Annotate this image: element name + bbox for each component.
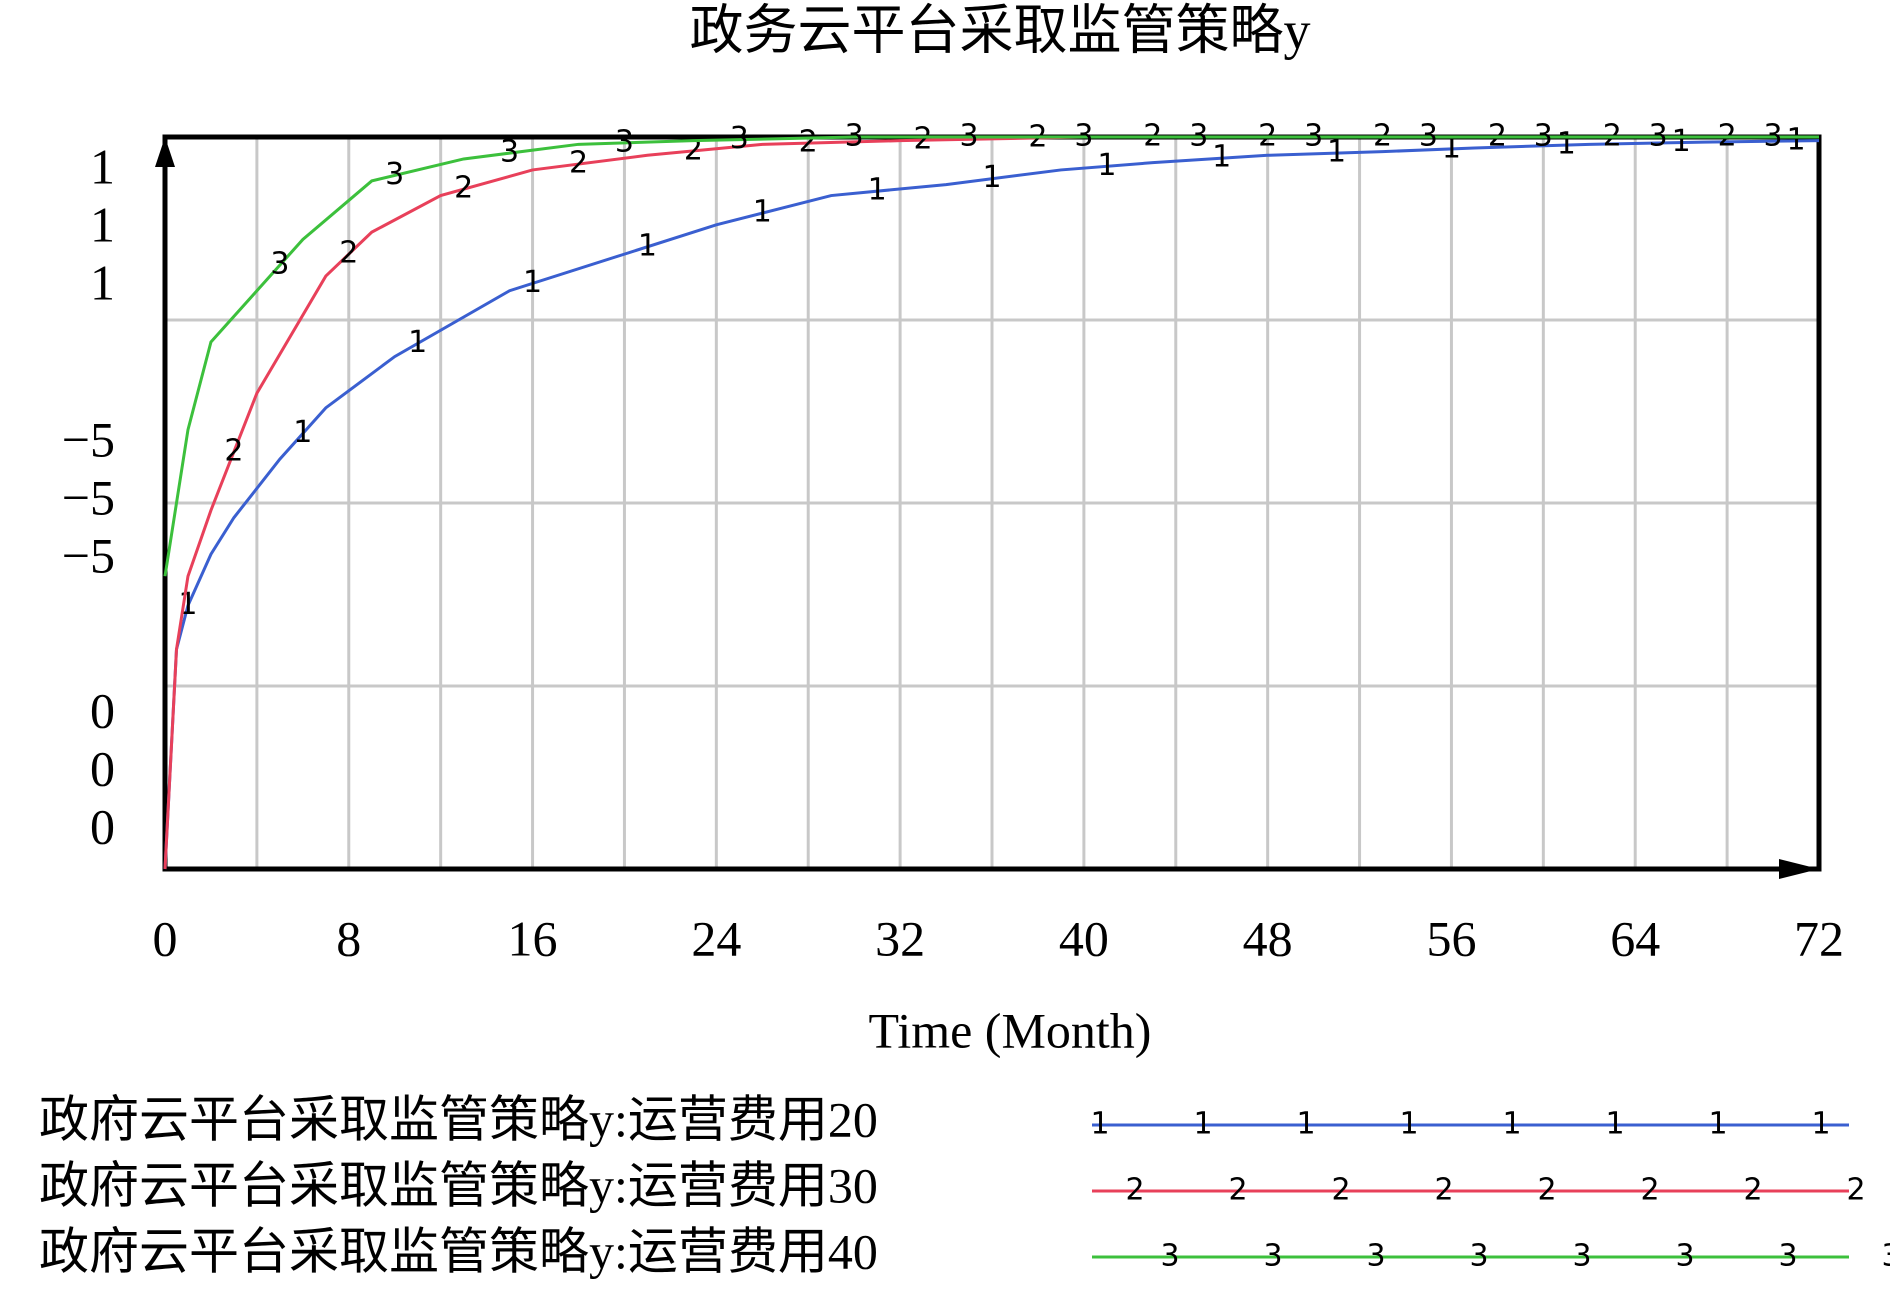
series-marker: 1 xyxy=(1212,140,1231,175)
series-marker: 3 xyxy=(959,119,978,154)
legend-marker: 3 xyxy=(1881,1239,1890,1274)
legend-marker: 1 xyxy=(1502,1107,1521,1142)
series-marker: 1 xyxy=(982,160,1001,195)
x-tick-label: 56 xyxy=(1426,910,1476,966)
series-marker: 3 xyxy=(615,124,634,159)
legend-marker: 2 xyxy=(1743,1173,1762,1208)
legend-marker: 3 xyxy=(1366,1239,1385,1274)
x-axis-label: Time (Month) xyxy=(869,1002,1152,1058)
legend-marker: 3 xyxy=(1572,1239,1591,1274)
series-marker: 2 xyxy=(339,236,358,271)
y-tick-label: 1 xyxy=(90,254,115,310)
legend-label: 政府云平台采取监管策略y:运营费用30 xyxy=(39,1157,878,1213)
x-tick-label: 24 xyxy=(691,910,741,966)
legend-marker: 3 xyxy=(1160,1239,1179,1274)
y-tick-label: 0 xyxy=(90,740,115,796)
x-tick-label: 8 xyxy=(336,910,361,966)
legend-marker: 1 xyxy=(1193,1107,1212,1142)
series-marker: 1 xyxy=(753,195,772,230)
series-marker: 3 xyxy=(1419,119,1438,154)
y-tick-label: 0 xyxy=(90,682,115,738)
series-marker: 1 xyxy=(293,415,312,450)
series-marker: 3 xyxy=(1649,119,1668,154)
series-marker: 2 xyxy=(684,132,703,167)
legend-marker: 3 xyxy=(1675,1239,1694,1274)
series-marker: 2 xyxy=(224,433,243,468)
chart-title: 政务云平台采取监管策略y xyxy=(690,0,1311,60)
y-tick-label: −5 xyxy=(62,469,115,525)
legend-marker: 2 xyxy=(1537,1173,1556,1208)
series-marker: 3 xyxy=(385,157,404,192)
series-marker: 2 xyxy=(454,171,473,206)
x-tick-label: 48 xyxy=(1243,910,1293,966)
legend-marker: 2 xyxy=(1331,1173,1350,1208)
series-marker: 3 xyxy=(730,121,749,156)
series-line xyxy=(163,139,1820,870)
series-marker: 3 xyxy=(1534,119,1553,154)
y-tick-label: −5 xyxy=(62,527,115,583)
x-tick-label: 40 xyxy=(1059,910,1109,966)
series-marker: 3 xyxy=(1074,119,1093,154)
legend-marker: 1 xyxy=(1090,1107,1109,1142)
y-tick-label: 1 xyxy=(90,138,115,194)
series-marker: 3 xyxy=(1764,119,1783,154)
series-marker: 1 xyxy=(523,265,542,300)
x-tick-label: 32 xyxy=(875,910,925,966)
series-marker: 3 xyxy=(270,247,289,282)
series-marker: 2 xyxy=(569,146,588,181)
legend-marker: 2 xyxy=(1846,1173,1865,1208)
series-marker: 2 xyxy=(799,125,818,160)
series-marker: 1 xyxy=(1327,135,1346,170)
series-marker: 1 xyxy=(408,325,427,360)
x-tick-label: 64 xyxy=(1610,910,1660,966)
y-arrow xyxy=(155,137,175,167)
series-marker: 3 xyxy=(1189,119,1208,154)
series-marker: 3 xyxy=(1304,119,1323,154)
legend-marker: 3 xyxy=(1469,1239,1488,1274)
legend-marker: 1 xyxy=(1296,1107,1315,1142)
series-marker: 1 xyxy=(638,228,657,263)
y-tick-label: 0 xyxy=(90,798,115,854)
legend-marker: 1 xyxy=(1708,1107,1727,1142)
legend-marker: 1 xyxy=(1811,1107,1830,1142)
x-tick-label: 0 xyxy=(153,910,178,966)
y-tick-label: 1 xyxy=(90,196,115,252)
series-marker: 1 xyxy=(1097,148,1116,183)
legend-marker: 3 xyxy=(1778,1239,1797,1274)
series-marker: 1 xyxy=(1672,124,1691,159)
legend-marker: 3 xyxy=(1263,1239,1282,1274)
legend-label: 政府云平台采取监管策略y:运营费用40 xyxy=(39,1223,878,1279)
legend-marker: 1 xyxy=(1399,1107,1418,1142)
x-arrow xyxy=(1779,859,1819,879)
legend-marker: 2 xyxy=(1228,1173,1247,1208)
y-tick-label: −5 xyxy=(62,411,115,467)
legend-marker: 2 xyxy=(1434,1173,1453,1208)
series-marker: 3 xyxy=(845,119,864,154)
series-marker: 1 xyxy=(1557,127,1576,162)
series-marker: 2 xyxy=(914,122,933,157)
series-marker: 1 xyxy=(868,173,887,208)
x-tick-label: 72 xyxy=(1794,910,1844,966)
series-line xyxy=(163,135,1819,870)
series-marker: 1 xyxy=(1442,130,1461,165)
legend-label: 政府云平台采取监管策略y:运营费用20 xyxy=(39,1091,878,1147)
legend-marker: 2 xyxy=(1125,1173,1144,1208)
x-tick-label: 16 xyxy=(508,910,558,966)
series-marker: 3 xyxy=(500,135,519,170)
legend-marker: 1 xyxy=(1605,1107,1624,1142)
series-marker: 1 xyxy=(1786,122,1805,157)
series-line xyxy=(163,135,1819,577)
legend-marker: 2 xyxy=(1640,1173,1659,1208)
